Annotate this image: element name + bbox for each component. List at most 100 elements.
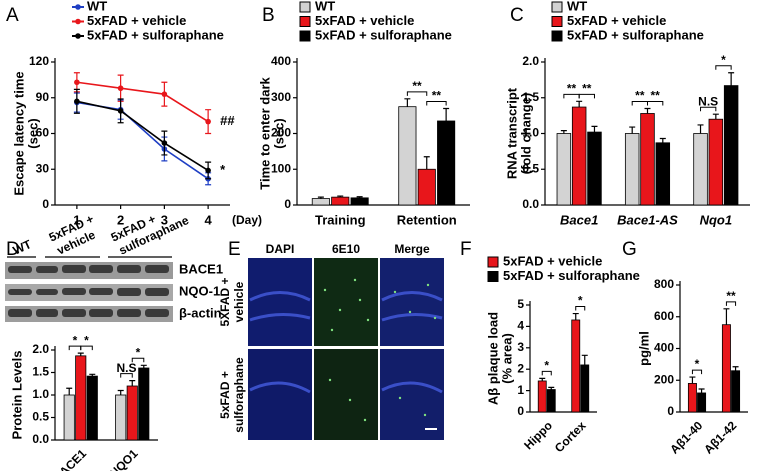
- error-bar: [689, 376, 696, 384]
- bar: [687, 383, 697, 413]
- y-tick-label: 200: [271, 126, 291, 140]
- series-line: [76, 101, 209, 180]
- blot-bands: [8, 265, 169, 317]
- legend-swatch: [551, 30, 563, 42]
- error-bar: [697, 124, 704, 134]
- y-axis-label: Time to enter dark: [257, 77, 272, 190]
- legend-label: 5xFAD + sulforaphane: [567, 27, 704, 42]
- legend-label: 5xFAD + vehicle: [87, 13, 186, 28]
- y-tick-label: 3: [517, 340, 524, 354]
- bar: [723, 85, 739, 206]
- legend-label: 5xFAD + vehicle: [503, 253, 602, 268]
- panel-letter: B: [262, 5, 275, 26]
- annotation: N.S: [116, 361, 136, 375]
- error-bar: [629, 126, 636, 134]
- y-tick-label: 120: [29, 54, 49, 68]
- annotation: **: [650, 89, 660, 103]
- legend-label: 5xFAD + sulforaphane: [87, 27, 224, 42]
- y-tick-label: 1.0: [522, 126, 539, 140]
- plaque-dots: [323, 278, 437, 422]
- x-tick-label: Training: [315, 212, 366, 227]
- error-bar: [404, 98, 411, 107]
- bar: [640, 113, 655, 206]
- panel-letter: F: [460, 239, 472, 260]
- y-tick-label: 0: [42, 197, 49, 211]
- error-bar: [66, 387, 73, 395]
- legend-swatch: [487, 271, 499, 282]
- significance-bracket: [578, 93, 595, 99]
- significance-bracket: [575, 306, 586, 311]
- data-point: [74, 98, 80, 105]
- error-bar: [728, 72, 735, 86]
- annotation: **: [567, 81, 577, 95]
- annotation: *: [84, 333, 89, 347]
- significance-bracket: [700, 106, 717, 112]
- y-tick-label: 100: [271, 161, 291, 175]
- y-axis-label: (sec): [25, 118, 40, 148]
- significance-bracket: [426, 100, 447, 106]
- error-bar: [591, 125, 598, 133]
- micrographs: [248, 258, 444, 440]
- y-axis-label: (sec): [271, 118, 286, 148]
- y-axis-label: pg/ml: [636, 331, 651, 366]
- series-line: [76, 81, 209, 123]
- bar: [571, 106, 587, 206]
- bar: [587, 131, 602, 206]
- panel-letter: E: [228, 239, 241, 260]
- legend-label: 5xFAD + sulforaphane: [503, 268, 640, 283]
- bar: [693, 133, 708, 206]
- error-bar: [117, 389, 124, 395]
- y-tick-label: 2.0: [32, 342, 49, 356]
- data-point: [205, 167, 211, 174]
- y-tick-label: 300: [271, 90, 291, 104]
- bar: [655, 142, 671, 206]
- bar: [398, 106, 417, 206]
- annotation: *: [136, 345, 141, 359]
- x-tick-label: Aβ1-40: [667, 418, 705, 456]
- legend-swatch: [551, 1, 563, 13]
- legend-label: 5xFAD + vehicle: [315, 13, 414, 28]
- annotation: **: [582, 81, 592, 95]
- error-bar: [644, 107, 651, 114]
- error-bar: [140, 364, 147, 368]
- column-label: 6E10: [332, 242, 360, 256]
- legend-label: WT: [87, 0, 107, 13]
- band-label: BACE1: [179, 261, 223, 276]
- legend-label: 5xFAD + vehicle: [567, 13, 666, 28]
- error-bar: [723, 308, 730, 325]
- annotation: *: [721, 53, 726, 67]
- image-dapi: [248, 258, 312, 346]
- y-tick-label: 0.5: [522, 161, 539, 175]
- legend-label: WT: [567, 0, 587, 13]
- y-tick-label: 0: [284, 197, 291, 211]
- x-tick-label: Retention: [397, 212, 457, 227]
- annotation: *: [695, 357, 700, 371]
- y-axis-label: Aβ plaque load: [485, 312, 500, 405]
- y-tick-label: 1.5: [522, 90, 539, 104]
- column-label: Merge: [394, 242, 430, 256]
- annotation: *: [73, 333, 78, 347]
- x-tick-label: 2: [117, 212, 124, 227]
- error-bar: [129, 380, 136, 386]
- y-tick-label: 0.5: [32, 410, 49, 424]
- data-point: [117, 108, 124, 114]
- significance-bracket: [691, 369, 703, 375]
- bar: [437, 120, 456, 206]
- legend-swatch: [299, 30, 311, 42]
- bar: [556, 133, 572, 206]
- legend-swatch: [551, 16, 563, 27]
- bar: [697, 392, 707, 413]
- y-tick-label: 0: [667, 404, 674, 418]
- x-tick-label: Cortex: [552, 418, 589, 455]
- y-tick-label: 30: [36, 161, 50, 175]
- y-axis-label: Protein Levels: [9, 351, 24, 440]
- significance-bracket: [647, 100, 664, 106]
- error-bar: [659, 137, 666, 143]
- legend-marker: [75, 18, 81, 25]
- y-tick-label: 400: [654, 341, 674, 355]
- y-tick-label: 1: [517, 383, 524, 397]
- y-axis-label: RNA transcript: [504, 87, 519, 179]
- x-tick-label: NQO1: [107, 446, 141, 471]
- error-bar: [423, 156, 430, 170]
- row-label: vehicle: [232, 281, 246, 322]
